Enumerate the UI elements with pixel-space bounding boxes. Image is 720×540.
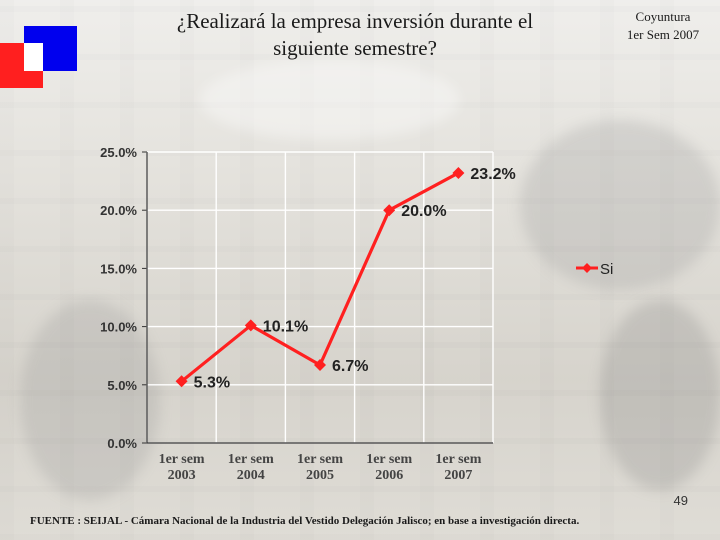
title-line-1: ¿Realizará la empresa inversión durante … — [176, 9, 534, 33]
x-tick-label: 1er sem — [159, 452, 205, 467]
data-point-marker — [175, 375, 188, 388]
data-label: 6.7% — [332, 358, 368, 375]
x-tick-label: 2007 — [444, 468, 472, 483]
data-label: 23.2% — [470, 166, 515, 183]
y-tick-label: 15.0% — [100, 261, 137, 276]
x-tick-label: 1er sem — [366, 452, 412, 467]
slide-title: ¿Realizará la empresa inversión durante … — [115, 8, 595, 62]
data-label: 20.0% — [401, 203, 446, 220]
x-tick-label: 2005 — [306, 468, 334, 483]
corner-line-1: Coyuntura — [635, 9, 691, 24]
y-tick-label: 10.0% — [100, 320, 137, 335]
data-point-marker — [244, 319, 257, 332]
background-shade — [600, 300, 720, 490]
data-point-marker — [314, 359, 326, 372]
corner-label: Coyuntura 1er Sem 2007 — [608, 8, 718, 44]
data-point-marker — [383, 204, 396, 217]
legend-label-si: Si — [600, 261, 613, 278]
legend-marker-si — [582, 263, 592, 273]
x-tick-label: 2006 — [375, 468, 403, 483]
decor-white-overlap — [24, 43, 43, 71]
x-tick-label: 2003 — [168, 468, 196, 483]
y-tick-label: 25.0% — [100, 145, 137, 160]
x-tick-label: 1er sem — [228, 452, 274, 467]
y-tick-label: 0.0% — [107, 436, 137, 451]
page-number: 49 — [673, 493, 688, 508]
x-tick-label: 1er sem — [297, 452, 343, 467]
data-point-marker — [452, 166, 465, 179]
y-tick-label: 20.0% — [100, 203, 137, 218]
data-label: 10.1% — [263, 318, 308, 335]
background-shade — [520, 120, 720, 290]
source-note: FUENTE : SEIJAL - Cámara Nacional de la … — [30, 515, 580, 527]
corner-line-2: 1er Sem 2007 — [626, 27, 700, 42]
background-shade — [20, 300, 160, 500]
x-tick-label: 2004 — [237, 468, 265, 483]
x-tick-label: 1er sem — [435, 452, 481, 467]
background-shade — [200, 60, 460, 140]
data-label: 5.3% — [194, 374, 230, 391]
y-tick-label: 5.0% — [107, 378, 137, 393]
title-line-2: siguiente semestre? — [273, 36, 437, 60]
